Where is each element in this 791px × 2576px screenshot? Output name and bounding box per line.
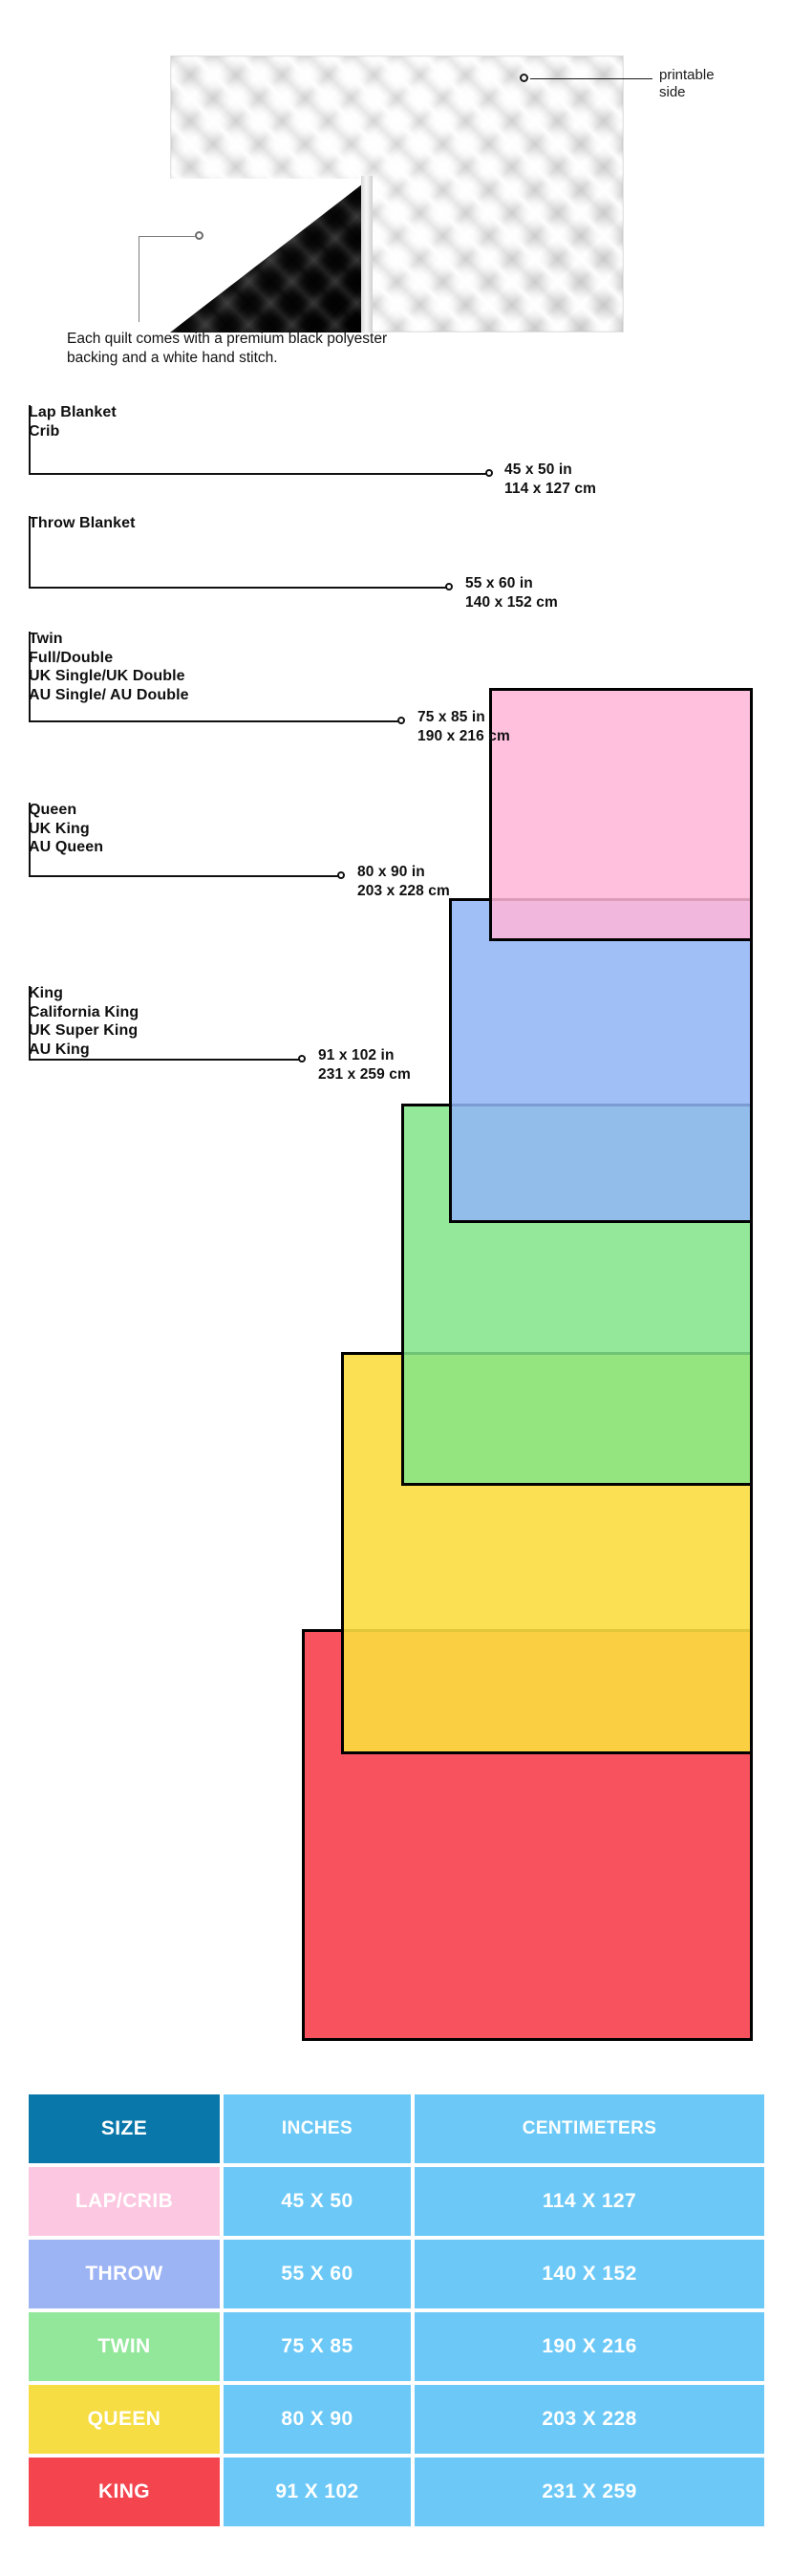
printable-side-callout-dot xyxy=(520,74,528,82)
dim-label-lap-crib: 45 x 50 in 114 x 127 cm xyxy=(504,462,597,497)
size-comparison-diagram: Lap Blanket Crib 45 x 50 in 114 x 127 cm… xyxy=(0,392,791,2102)
dim-label-king: 91 x 102 in 231 x 259 cm xyxy=(318,1047,411,1083)
table-row: THROW 55 X 60 140 X 152 xyxy=(29,2240,764,2308)
leader-horizontal-queen xyxy=(29,875,341,877)
table-cell-size: KING xyxy=(29,2458,220,2526)
leader-vertical-lap-crib xyxy=(29,405,31,474)
leader-dot-king xyxy=(298,1055,306,1063)
table-cell-inches: 55 X 60 xyxy=(224,2240,411,2308)
table-header-row: SIZE INCHES CENTIMETERS xyxy=(29,2094,764,2163)
leader-dot-queen xyxy=(337,871,345,879)
table-row: LAP/CRIB 45 X 50 114 X 127 xyxy=(29,2167,764,2236)
leader-vertical-king xyxy=(29,986,31,1060)
table-cell-centimeters: 203 X 228 xyxy=(415,2385,764,2454)
group-label-queen: Queen UK King AU Queen xyxy=(29,802,104,855)
backing-callout-dot xyxy=(195,231,203,240)
table-cell-size: THROW xyxy=(29,2240,220,2308)
quilt-illustration xyxy=(170,55,624,333)
table-row: QUEEN 80 X 90 203 X 228 xyxy=(29,2385,764,2454)
quilt-caption-text: Each quilt comes with a premium black po… xyxy=(67,331,388,366)
backing-leader-line-horizontal xyxy=(139,235,196,237)
size-rect-lap-crib xyxy=(489,688,753,941)
table-cell-size: LAP/CRIB xyxy=(29,2167,220,2236)
group-label-king: King California King UK Super King AU Ki… xyxy=(29,985,139,1058)
leader-horizontal-throw xyxy=(29,587,449,589)
quilt-white-hand-stitch xyxy=(361,176,373,333)
table-cell-centimeters: 190 X 216 xyxy=(415,2312,764,2381)
leader-dot-throw xyxy=(445,583,453,590)
table-row: TWIN 75 X 85 190 X 216 xyxy=(29,2312,764,2381)
leader-vertical-queen xyxy=(29,803,31,876)
quilt-photo-section: printable side Each quilt comes with a p… xyxy=(0,0,791,382)
printable-side-label: printable side xyxy=(659,67,715,100)
table-cell-size: QUEEN xyxy=(29,2385,220,2454)
dim-label-queen: 80 x 90 in 203 x 228 cm xyxy=(357,864,450,899)
table-cell-inches: 75 X 85 xyxy=(224,2312,411,2381)
leader-horizontal-lap-crib xyxy=(29,473,489,475)
leader-horizontal-king xyxy=(29,1059,302,1061)
size-rect-throw xyxy=(449,898,753,1223)
dim-label-throw: 55 x 60 in 140 x 152 cm xyxy=(465,575,558,611)
leader-dot-twin xyxy=(397,717,405,724)
table-cell-inches: 80 X 90 xyxy=(224,2385,411,2454)
size-table: SIZE INCHES CENTIMETERS LAP/CRIB 45 X 50… xyxy=(29,2094,764,2530)
table-cell-inches: 45 X 50 xyxy=(224,2167,411,2236)
leader-vertical-throw xyxy=(29,516,31,588)
table-cell-size: TWIN xyxy=(29,2312,220,2381)
table-header-inches: INCHES xyxy=(224,2094,411,2163)
table-cell-centimeters: 140 X 152 xyxy=(415,2240,764,2308)
table-cell-inches: 91 X 102 xyxy=(224,2458,411,2526)
dim-label-twin: 75 x 85 in 190 x 216 cm xyxy=(417,709,510,744)
leader-dot-lap-crib xyxy=(485,469,493,477)
table-cell-centimeters: 114 X 127 xyxy=(415,2167,764,2236)
leader-vertical-twin xyxy=(29,632,31,721)
group-label-lap-crib: Lap Blanket Crib xyxy=(29,404,117,440)
table-row: KING 91 X 102 231 X 259 xyxy=(29,2458,764,2526)
table-cell-centimeters: 231 X 259 xyxy=(415,2458,764,2526)
table-header-centimeters: CENTIMETERS xyxy=(415,2094,764,2163)
printable-side-leader-line xyxy=(530,77,652,79)
leader-horizontal-twin xyxy=(29,720,401,722)
quilt-black-backing xyxy=(170,178,371,333)
table-header-size: SIZE xyxy=(29,2094,220,2163)
group-label-twin: Twin Full/Double UK Single/UK Double AU … xyxy=(29,631,189,703)
group-label-throw: Throw Blanket xyxy=(29,515,136,531)
